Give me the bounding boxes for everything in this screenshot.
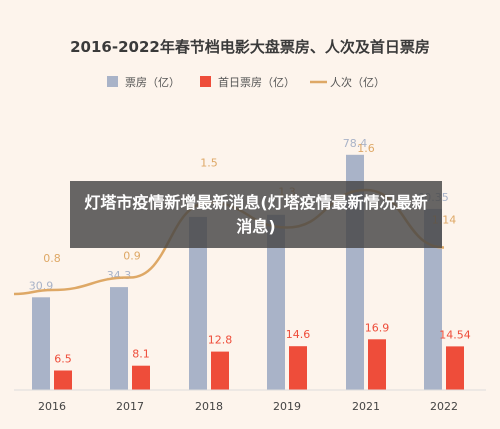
legend-swatch <box>200 76 211 87</box>
headline-text: 灯塔市疫情新增最新消息(灯塔疫情最新情况最新消息) <box>84 192 428 236</box>
first-day-bar <box>211 351 229 390</box>
bar-value-label: 8.1 <box>132 348 150 361</box>
box-office-bar <box>189 216 207 390</box>
first-day-bar <box>446 346 464 390</box>
line-value-label: 1.6 <box>357 142 375 155</box>
line-value-label: 0.9 <box>123 250 141 263</box>
bar-value-label: 34.3 <box>107 269 132 282</box>
box-office-bar <box>110 287 128 390</box>
box-office-bar <box>424 208 442 390</box>
first-day-bar <box>368 339 386 390</box>
first-day-bar <box>132 365 150 390</box>
bar-value-label: 78.4 <box>343 137 368 150</box>
bars: 30.934.378.460.356.58.112.814.616.914.54 <box>29 137 471 390</box>
line-value-label: 1.5 <box>200 157 218 170</box>
box-office-bar <box>32 297 50 390</box>
bar-value-label: 14.54 <box>439 328 471 341</box>
x-tick-label: 2018 <box>195 400 223 413</box>
headline-overlay: 灯塔市疫情新增最新消息(灯塔疫情最新情况最新消息) <box>70 181 442 248</box>
bar-value-label: 14.6 <box>286 328 311 341</box>
x-tick-label: 2019 <box>273 400 301 413</box>
x-tick-label: 2016 <box>38 400 66 413</box>
legend-label: 首日票房（亿） <box>218 75 295 89</box>
bar-value-label: 12.8 <box>208 334 233 347</box>
box-office-bar <box>267 214 285 390</box>
x-tick-label: 2017 <box>116 400 144 413</box>
first-day-bar <box>289 346 307 390</box>
bar-value-label: 16.9 <box>365 321 390 334</box>
chart-title: 2016-2022年春节档电影大盘票房、人次及首日票房 <box>70 38 430 56</box>
x-tick-label: 2021 <box>352 400 380 413</box>
bar-value-label: 6.5 <box>54 353 72 366</box>
legend-label: 票房（亿） <box>125 76 180 89</box>
first-day-bar <box>54 370 72 390</box>
legend-label: 人次（亿） <box>330 75 385 89</box>
x-ticks: 2016 2017 2018 2019 2021 2022 <box>38 400 458 413</box>
legend-swatch <box>107 76 118 87</box>
x-tick-label: 2022 <box>430 400 458 413</box>
line-value-label: 0.8 <box>43 252 61 265</box>
legend: 票房（亿） 首日票房（亿） 人次（亿） <box>107 75 385 89</box>
